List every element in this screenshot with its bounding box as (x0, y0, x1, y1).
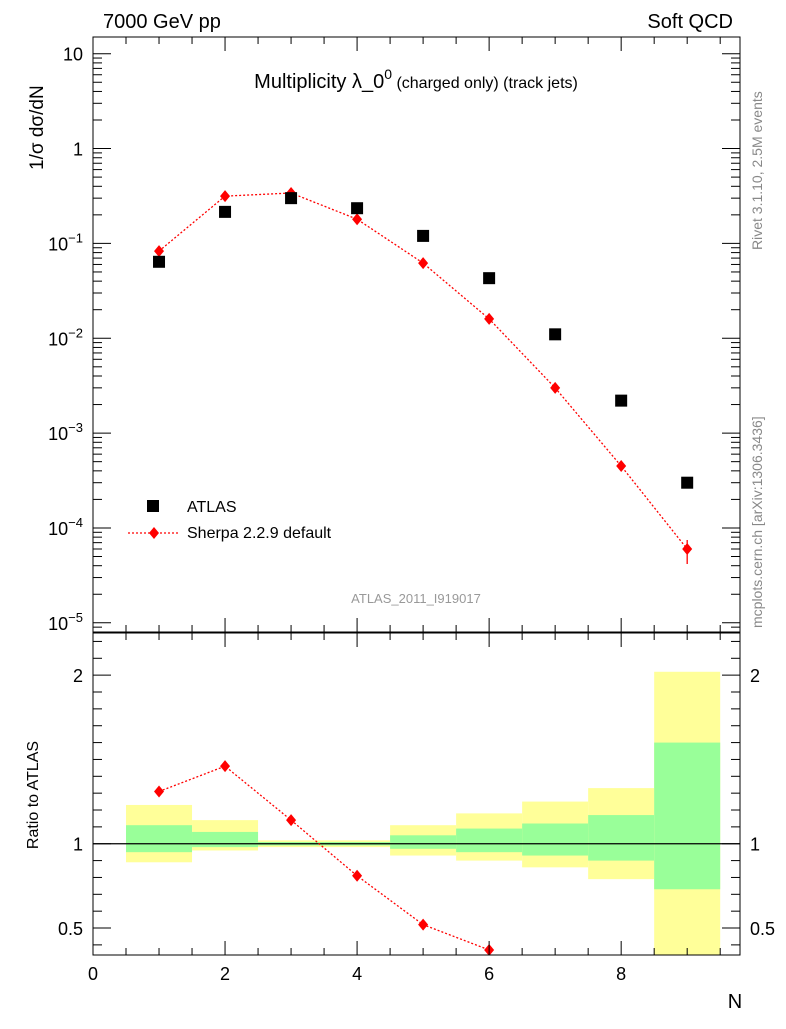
ratio-y-tick-label-right: 1 (750, 835, 760, 855)
inner-uncertainty-band (522, 823, 589, 856)
analysis-id: ATLAS_2011_I919017 (351, 591, 481, 606)
y-tick-label: 10−2 (48, 325, 83, 349)
ratio-y-tick-label-right: 2 (750, 666, 760, 686)
atlas-point (549, 328, 562, 341)
ratio-y-tick-label-right: 0.5 (750, 919, 775, 939)
ratio-y-axis-label: Ratio to ATLAS (25, 741, 42, 849)
legend-atlas-label: ATLAS (187, 499, 237, 516)
x-axis-label: N (728, 991, 742, 1013)
inner-uncertainty-band (126, 825, 193, 853)
y-tick-label: 10−4 (48, 515, 83, 539)
ratio-y-tick-label-left: 1 (73, 835, 83, 855)
sherpa-ratio-point (220, 760, 231, 773)
ratio-y-tick-label-left: 0.5 (58, 919, 83, 939)
legend-sherpa-label: Sherpa 2.2.9 default (187, 525, 332, 542)
ratio-plot-frame (92, 632, 741, 956)
sherpa-ratio-point (352, 869, 363, 882)
legend: ATLAS Sherpa 2.2.9 default (128, 499, 332, 542)
sherpa-ratio-point (286, 814, 297, 827)
ratio-uncertainty-bands (126, 671, 721, 955)
y-tick-label: 10−5 (48, 610, 83, 634)
atlas-point (351, 202, 364, 215)
atlas-point (153, 255, 166, 268)
x-tick-label: 6 (484, 964, 494, 984)
atlas-point (219, 205, 232, 218)
sherpa-ratio-line (158, 765, 490, 951)
sherpa-point (616, 459, 627, 472)
atlas-point (417, 229, 430, 242)
inner-uncertainty-band (456, 828, 523, 853)
rivet-label: Rivet 3.1.10, 2.5M events (749, 91, 765, 250)
mcplots-label: mcplots.cern.ch [arXiv:1306.3436] (749, 416, 765, 628)
x-tick-label: 0 (88, 964, 98, 984)
atlas-point (615, 394, 628, 407)
header-right: Soft QCD (647, 11, 733, 33)
sherpa-line (158, 192, 688, 550)
y-tick-label: 10−1 (48, 230, 83, 254)
x-tick-label: 8 (616, 964, 626, 984)
inner-uncertainty-band (390, 835, 457, 849)
y-tick-label: 10−3 (48, 420, 83, 444)
sherpa-point (220, 190, 231, 203)
inner-uncertainty-band (192, 831, 259, 848)
sherpa-ratio-point (418, 918, 429, 931)
ratio-axis-ticks: 0.5 0.5 1 1 2 2 0 2 4 6 8 (58, 633, 775, 984)
atlas-point (483, 272, 496, 285)
main-y-axis-label: 1/σ dσ/dN (27, 85, 48, 170)
legend-atlas-marker (147, 500, 159, 512)
atlas-point (681, 476, 694, 489)
main-plot-panel: 10 1 10−1 10−2 10−3 10−4 10−5 Multiplicity λ_0… (27, 36, 741, 634)
inner-uncertainty-band (588, 815, 655, 861)
sherpa-point (550, 381, 561, 394)
main-plot-frame (92, 36, 741, 633)
main-axis-ticks: 10 1 10−1 10−2 10−3 10−4 10−5 (48, 37, 740, 634)
chart-title: Multiplicity λ_00 (charged only) (track … (254, 66, 578, 93)
sherpa-point (484, 312, 495, 325)
x-tick-label: 2 (220, 964, 230, 984)
y-tick-label: 1 (73, 140, 83, 160)
inner-uncertainty-band (654, 742, 721, 890)
ratio-plot-panel: 0.5 0.5 1 1 2 2 0 2 4 6 8 Ratio to ATLAS N (25, 632, 775, 1013)
sherpa-point (418, 257, 429, 270)
y-tick-label: 10 (63, 45, 83, 65)
sherpa-ratio-point (154, 785, 165, 798)
ratio-y-tick-label-left: 2 (73, 666, 83, 686)
legend-sherpa-marker (149, 527, 159, 539)
atlas-point (285, 192, 298, 205)
header-left: 7000 GeV pp (103, 11, 221, 33)
sherpa-point (352, 213, 363, 226)
sherpa-point (154, 245, 165, 258)
main-plot-data (153, 186, 694, 564)
x-tick-label: 4 (352, 964, 362, 984)
